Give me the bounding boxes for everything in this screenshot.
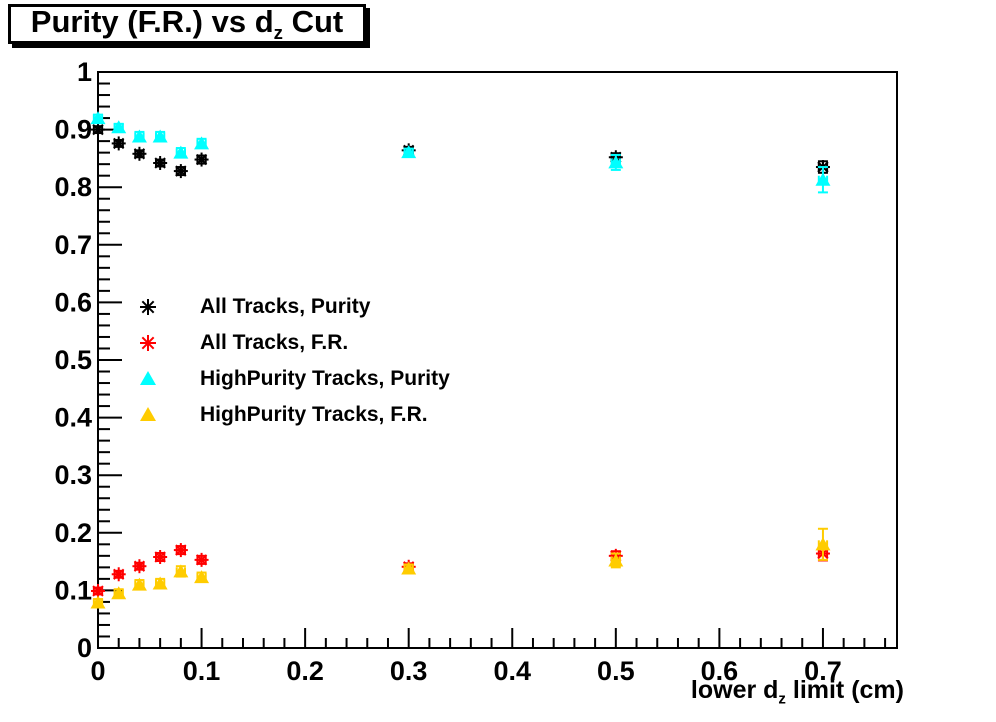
svg-text:0.5: 0.5 — [54, 345, 92, 375]
series-all-tracks-purity — [91, 122, 830, 179]
plot-title-text: Purity (F.R.) vs dz Cut — [30, 3, 344, 44]
legend-item-highpurity-tracks-purity: HighPurity Tracks, Purity — [128, 361, 528, 397]
triangle-marker-icon — [140, 371, 156, 385]
svg-text:0.6: 0.6 — [701, 656, 739, 686]
legend: All Tracks, Purity All Tracks, F.R. High… — [128, 289, 528, 433]
title-subscript: z — [273, 22, 283, 44]
svg-text:0.6: 0.6 — [54, 287, 92, 317]
legend-item-highpurity-tracks-fr: HighPurity Tracks, F.R. — [128, 397, 528, 433]
legend-item-all-tracks-fr: All Tracks, F.R. — [128, 325, 528, 361]
svg-text:0.4: 0.4 — [54, 403, 92, 433]
svg-text:0.4: 0.4 — [493, 656, 531, 686]
svg-text:0.8: 0.8 — [54, 172, 92, 202]
series-highpurity-tracks-f-r — [90, 527, 831, 609]
asterisk-marker-icon — [140, 299, 156, 315]
legend-label: HighPurity Tracks, F.R. — [200, 403, 428, 426]
svg-text:0.3: 0.3 — [390, 656, 428, 686]
svg-text:0: 0 — [77, 633, 92, 663]
asterisk-marker-icon — [140, 335, 156, 351]
svg-text:0.3: 0.3 — [54, 460, 92, 490]
svg-text:1: 1 — [77, 57, 92, 87]
svg-text:0.2: 0.2 — [286, 656, 324, 686]
x-axis-title: lower dz limit (cm) — [690, 676, 904, 708]
y-axis-tick-labels: 0 0.1 0.2 0.3 0.4 0.5 0.6 0.7 0.8 0.9 1 — [54, 57, 92, 663]
svg-text:0.2: 0.2 — [54, 518, 92, 548]
triangle-marker-icon — [140, 407, 156, 421]
legend-label: HighPurity Tracks, Purity — [200, 367, 450, 390]
x-axis-tick-labels: 0 0.1 0.2 0.3 0.4 0.5 0.6 0.7 — [90, 656, 841, 686]
svg-text:0: 0 — [90, 656, 105, 686]
svg-text:0.1: 0.1 — [183, 656, 221, 686]
legend-label: All Tracks, Purity — [200, 295, 371, 318]
svg-text:0.5: 0.5 — [597, 656, 635, 686]
legend-label: All Tracks, F.R. — [200, 331, 349, 354]
series-highpurity-tracks-purity — [90, 111, 831, 194]
series-all-tracks-f-r — [91, 543, 830, 598]
svg-text:0.7: 0.7 — [54, 230, 92, 260]
svg-text:0.9: 0.9 — [54, 115, 92, 145]
legend-item-all-tracks-purity: All Tracks, Purity — [128, 289, 528, 325]
axis-ticks — [97, 71, 887, 649]
svg-text:0.1: 0.1 — [54, 575, 92, 605]
plot-title-box: Purity (F.R.) vs dz Cut — [8, 4, 366, 44]
svg-text:0.7: 0.7 — [804, 656, 842, 686]
x-axis-title-subscript: z — [778, 690, 786, 708]
